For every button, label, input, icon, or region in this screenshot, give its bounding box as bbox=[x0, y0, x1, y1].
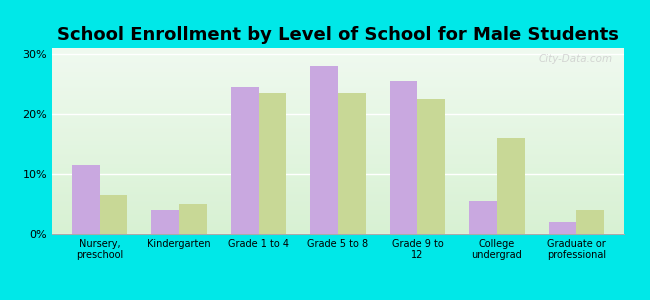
Bar bbox=[72, 165, 99, 234]
Bar bbox=[310, 66, 338, 234]
Bar bbox=[338, 93, 366, 234]
Bar bbox=[469, 201, 497, 234]
Bar bbox=[577, 210, 604, 234]
Text: City-Data.com: City-Data.com bbox=[538, 54, 612, 64]
Bar bbox=[389, 81, 417, 234]
Title: School Enrollment by Level of School for Male Students: School Enrollment by Level of School for… bbox=[57, 26, 619, 44]
Bar bbox=[179, 204, 207, 234]
Bar bbox=[99, 195, 127, 234]
Bar bbox=[417, 99, 445, 234]
Bar bbox=[259, 93, 287, 234]
Bar bbox=[231, 87, 259, 234]
Bar bbox=[549, 222, 577, 234]
Bar bbox=[151, 210, 179, 234]
Bar bbox=[497, 138, 525, 234]
